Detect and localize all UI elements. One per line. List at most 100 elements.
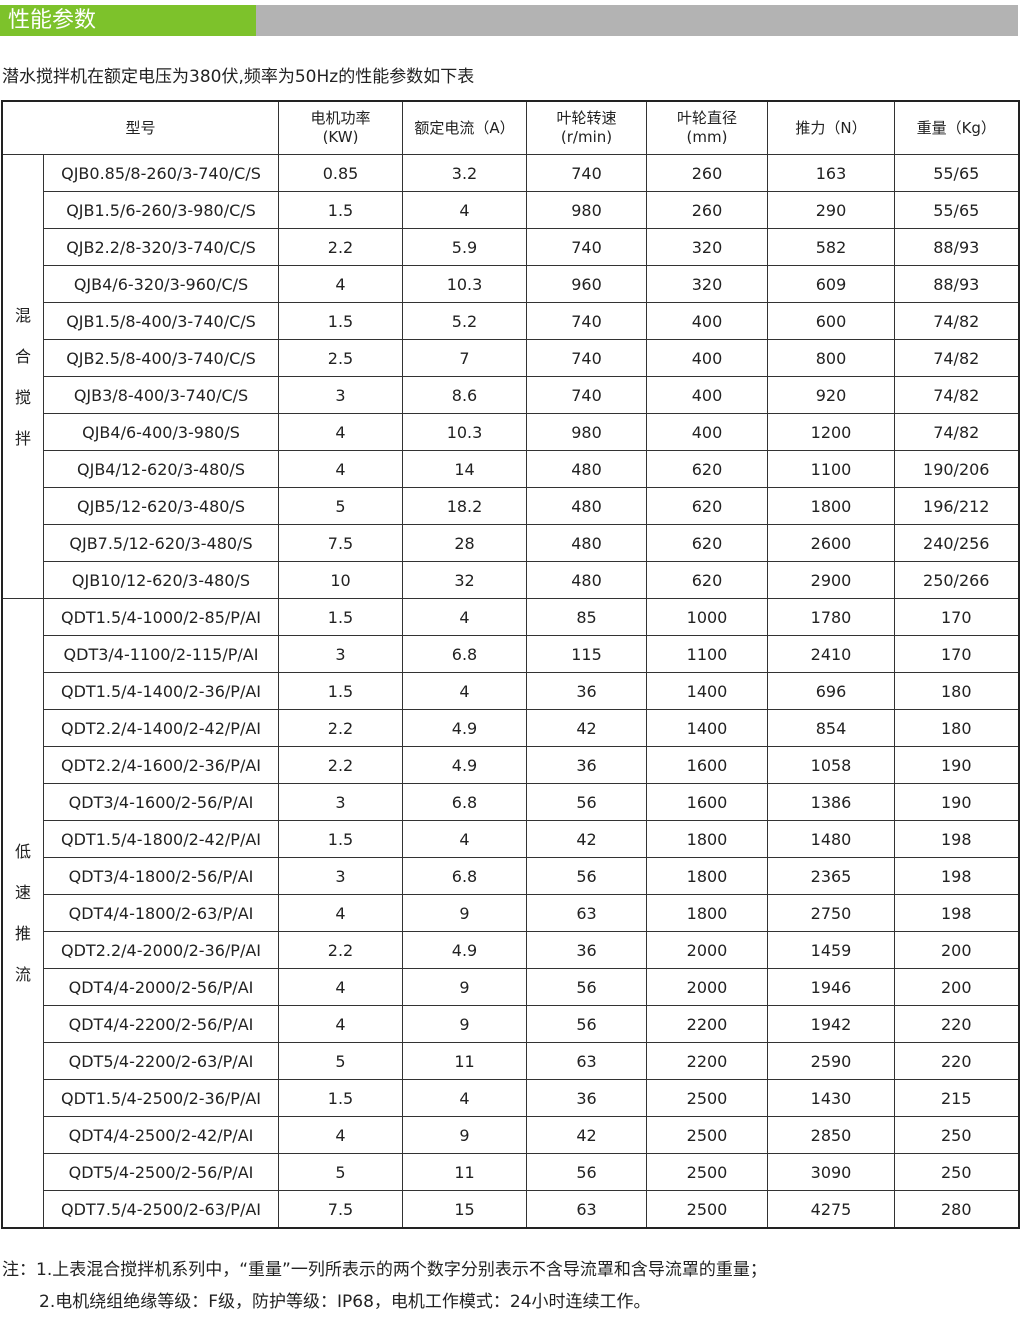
table-row: QJB4/6-320/3-960/C/S 4 10.3 960 320 609 88/93 [2,265,1019,303]
cell-current: 15 [402,1190,527,1229]
section-title: 性能参数 [0,5,256,36]
cell-model: QDT7.5/4-2500/2-63/P/AI [43,1190,279,1229]
cell-weight: 190/206 [894,450,1019,488]
cell-current: 6.8 [402,857,527,895]
cell-power: 1.5 [278,1079,403,1117]
group-label: 混合搅拌 [1,154,44,599]
cell-weight: 220 [894,1005,1019,1043]
header-thrust: 推力（N） [767,100,895,155]
cell-weight: 180 [894,709,1019,747]
table-row: QJB2.5/8-400/3-740/C/S 2.5 7 740 400 800 74/82 [2,339,1019,377]
cell-thrust: 1942 [767,1005,895,1043]
cell-current: 6.8 [402,635,527,673]
cell-thrust: 2590 [767,1042,895,1080]
cell-thrust: 1946 [767,968,895,1006]
cell-current: 4.9 [402,709,527,747]
table-row: QJB2.2/8-320/3-740/C/S 2.2 5.9 740 320 582 88/… [2,228,1019,266]
group-label-char: 速 [14,883,31,902]
header-diameter-label: 叶轮直径 [676,109,737,127]
cell-power: 1.5 [278,302,403,340]
cell-power: 5 [278,1042,403,1080]
cell-thrust: 3090 [767,1153,895,1191]
group-label-char: 搅 [14,387,31,407]
cell-model: QDT1.5/4-1800/2-42/P/AI [43,820,279,858]
table-row: QDT4/4-1800/2-63/P/AI 4 9 63 1800 2750 198 [2,894,1019,932]
cell-thrust: 1780 [767,598,895,636]
cell-current: 11 [402,1042,527,1080]
cell-speed: 42 [526,709,647,747]
table-row: QDT1.5/4-1400/2-36/P/AI 1.5 4 36 1400 696 180 [2,672,1019,710]
cell-power: 2.2 [278,931,403,969]
cell-weight: 74/82 [894,413,1019,451]
cell-model: QDT1.5/4-2500/2-36/P/AI [43,1079,279,1117]
cell-thrust: 920 [767,376,895,414]
cell-speed: 480 [526,487,647,525]
cell-model: QJB2.5/8-400/3-740/C/S [43,339,279,377]
cell-model: QJB4/6-320/3-960/C/S [43,265,279,303]
cell-speed: 115 [526,635,647,673]
cell-thrust: 2900 [767,561,895,599]
cell-current: 5.9 [402,228,527,266]
cell-diameter: 620 [646,450,768,488]
cell-speed: 63 [526,894,647,932]
table-row: QJB5/12-620/3-480/S 5 18.2 480 620 1800 196/21… [2,487,1019,525]
cell-current: 9 [402,1116,527,1154]
cell-weight: 250/266 [894,561,1019,599]
cell-weight: 196/212 [894,487,1019,525]
table-row: QDT1.5/4-2500/2-36/P/AI 1.5 4 36 2500 1430 215 [2,1079,1019,1117]
cell-power: 1.5 [278,598,403,636]
table-row: QDT3/4-1600/2-56/P/AI 3 6.8 56 1600 1386 190 [2,783,1019,821]
cell-power: 3 [278,783,403,821]
cell-power: 5 [278,1153,403,1191]
cell-speed: 740 [526,302,647,340]
cell-current: 4 [402,1079,527,1117]
section-title-bar: 性能参数 [0,5,1018,36]
header-diameter-unit: (mm) [686,128,728,146]
cell-speed: 85 [526,598,647,636]
cell-diameter: 2200 [646,1042,768,1080]
cell-diameter: 2500 [646,1190,768,1229]
cell-current: 6.8 [402,783,527,821]
cell-thrust: 1459 [767,931,895,969]
cell-power: 1.5 [278,191,403,229]
cell-power: 4 [278,450,403,488]
cell-weight: 250 [894,1116,1019,1154]
cell-power: 4 [278,1005,403,1043]
cell-weight: 180 [894,672,1019,710]
cell-current: 4 [402,820,527,858]
cell-speed: 56 [526,783,647,821]
cell-power: 1.5 [278,820,403,858]
header-diameter: 叶轮直径 (mm) [646,100,768,155]
cell-current: 7 [402,339,527,377]
cell-power: 2.2 [278,709,403,747]
cell-power: 3 [278,857,403,895]
group-label-char: 低 [14,842,31,861]
table-row: QDT4/4-2500/2-42/P/AI 4 9 42 2500 2850 250 [2,1116,1019,1154]
cell-diameter: 400 [646,339,768,377]
cell-power: 3 [278,635,403,673]
cell-model: QDT2.2/4-2000/2-36/P/AI [43,931,279,969]
cell-thrust: 1430 [767,1079,895,1117]
header-speed: 叶轮转速 (r/min) [526,100,647,155]
cell-thrust: 1058 [767,746,895,784]
intro-text: 潜水搅拌机在额定电压为380伏,频率为50Hz的性能参数如下表 [2,67,475,87]
cell-current: 28 [402,524,527,562]
cell-thrust: 582 [767,228,895,266]
cell-speed: 480 [526,524,647,562]
cell-diameter: 260 [646,191,768,229]
group-label-char: 合 [14,346,31,366]
cell-weight: 190 [894,783,1019,821]
cell-diameter: 320 [646,228,768,266]
group-label-char: 混 [14,305,31,325]
cell-weight: 198 [894,857,1019,895]
cell-speed: 36 [526,672,647,710]
cell-model: QJB5/12-620/3-480/S [43,487,279,525]
table-row: QDT2.2/4-1600/2-36/P/AI 2.2 4.9 36 1600 1058 1… [2,746,1019,784]
cell-power: 4 [278,894,403,932]
cell-thrust: 1200 [767,413,895,451]
header-power: 电机功率 (KW) [278,100,403,155]
cell-current: 4 [402,191,527,229]
cell-weight: 170 [894,598,1019,636]
notes: 注：1.上表混合搅拌机系列中，“重量”一列所表示的两个数字分别表示不含导流罩和含… [2,1254,767,1318]
cell-diameter: 2000 [646,968,768,1006]
